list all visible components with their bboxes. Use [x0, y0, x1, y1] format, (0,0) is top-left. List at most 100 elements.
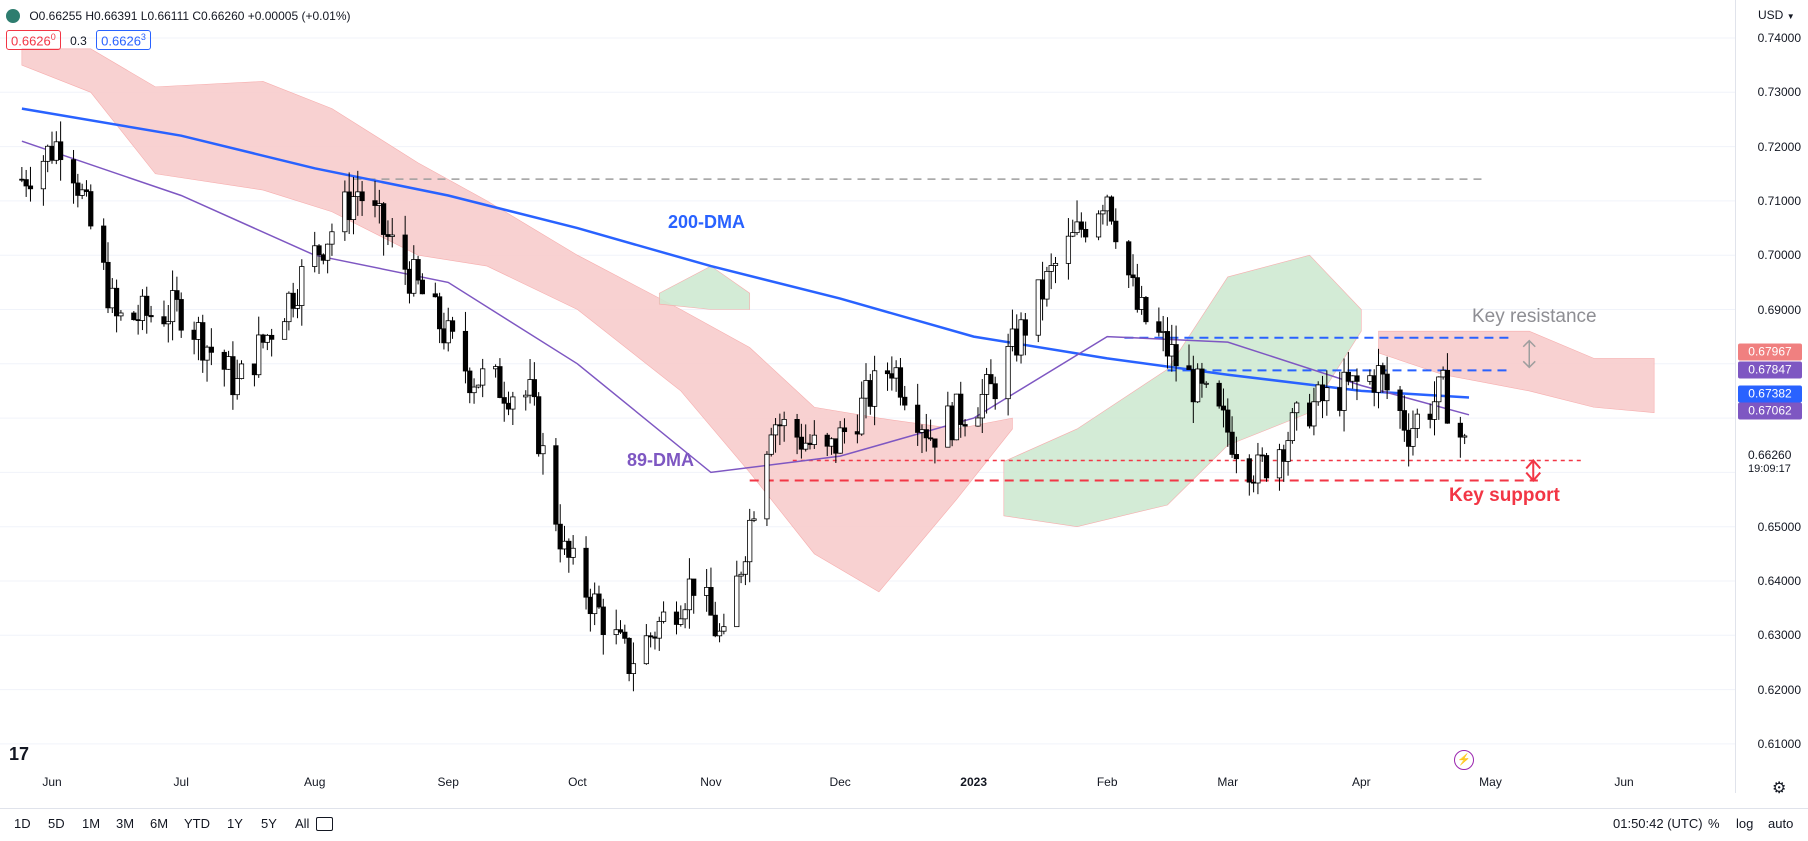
- candle-body: [828, 438, 835, 447]
- candle-body: [316, 245, 322, 256]
- candle-body: [527, 379, 533, 396]
- candle-body: [1233, 454, 1239, 460]
- candle-body: [1169, 344, 1175, 357]
- price-tick: 0.69000: [1757, 302, 1801, 317]
- candle-body: [75, 182, 81, 196]
- candle-body: [169, 290, 176, 323]
- candle-body: [1457, 422, 1463, 438]
- candle-body: [131, 312, 137, 321]
- candle-body: [1186, 365, 1192, 370]
- candle-body: [109, 287, 115, 309]
- candle-body: [1229, 431, 1235, 455]
- candle-body: [381, 203, 387, 235]
- candle-body: [686, 578, 693, 611]
- bid-price[interactable]: 0.66260: [6, 29, 61, 51]
- scale-button-log[interactable]: log: [1736, 816, 1754, 831]
- utc-clock[interactable]: 01:50:42 (UTC): [1613, 816, 1703, 831]
- price-axis[interactable]: USD ▼ 0.74000 0.73000 0.72000 0.71000 0.7000…: [1735, 0, 1808, 797]
- settings-icon[interactable]: ⚙: [1772, 780, 1787, 797]
- chevron-down-icon: ▼: [1786, 12, 1795, 21]
- candle-body: [1311, 401, 1317, 427]
- candle-body: [1035, 279, 1041, 336]
- candle-body: [798, 436, 804, 450]
- price-tick: 0.65000: [1757, 519, 1801, 534]
- goto-date-icon[interactable]: [316, 817, 333, 831]
- candle-body: [471, 386, 477, 394]
- range-button-ytd[interactable]: YTD: [184, 816, 210, 831]
- candle-body: [854, 431, 860, 435]
- candle-body: [1044, 271, 1050, 300]
- time-axis[interactable]: Jun Jul Aug Sep Oct Nov Dec 2023 Feb Mar Apr May Jun: [0, 770, 1735, 793]
- time-tick: Jun: [1614, 775, 1634, 789]
- candle-body: [299, 266, 305, 306]
- candle-body: [1263, 455, 1270, 479]
- ask-price[interactable]: 0.66263: [96, 29, 151, 51]
- range-button-all[interactable]: All: [295, 816, 310, 831]
- candle-body: [772, 424, 779, 436]
- candle-body: [630, 663, 637, 674]
- ohlc-legend: O0.66255 H0.66391 L0.66111 C0.66260 +0.0…: [6, 8, 351, 51]
- chart-area[interactable]: O0.66255 H0.66391 L0.66111 C0.66260 +0.0…: [0, 0, 1735, 793]
- scale-button-auto[interactable]: auto: [1768, 816, 1794, 831]
- candle-body: [441, 328, 447, 344]
- candle-body: [949, 405, 955, 441]
- range-button-6m[interactable]: 6M: [150, 816, 169, 831]
- candle-body: [204, 346, 210, 361]
- range-button-1y[interactable]: 1Y: [227, 816, 243, 831]
- bottom-toolbar: 1D 5D 1M 3M 6M YTD 1Y 5Y All 01:50:42 (UTC) % log…: [0, 808, 1808, 841]
- candle-body: [234, 378, 240, 396]
- candle-body: [712, 614, 718, 637]
- candle-body: [45, 145, 51, 162]
- candle-body: [751, 518, 757, 521]
- candle-body: [1410, 427, 1416, 447]
- candle-body: [372, 200, 378, 206]
- candle-body: [449, 320, 456, 332]
- candle-body: [1078, 221, 1084, 230]
- candle-body: [135, 319, 141, 322]
- range-button-5d[interactable]: 5D: [48, 816, 65, 831]
- price-tick: 0.61000: [1757, 736, 1801, 751]
- candle-body: [148, 315, 154, 318]
- candle-body: [975, 417, 981, 427]
- candle-body: [1156, 321, 1162, 333]
- candle-body: [1371, 375, 1377, 393]
- candle-body: [945, 405, 951, 448]
- currency-label[interactable]: USD ▼: [1758, 8, 1795, 22]
- price-chart[interactable]: [0, 0, 1735, 793]
- candle-body: [1462, 435, 1468, 438]
- support-arrow-heads: [1525, 458, 1542, 483]
- candle-body: [1285, 440, 1291, 462]
- candle-body: [411, 259, 417, 294]
- range-button-5y[interactable]: 5Y: [261, 816, 277, 831]
- candle-body: [660, 611, 667, 622]
- candle-body: [1354, 375, 1360, 382]
- candle-body: [656, 621, 662, 639]
- range-button-1m[interactable]: 1M: [82, 816, 101, 831]
- candle-body: [1143, 297, 1149, 323]
- time-tick: Sep: [437, 775, 459, 789]
- countdown-timer: 19:09:17: [1748, 463, 1791, 475]
- candle-body: [764, 453, 770, 520]
- candle-body: [1065, 235, 1072, 264]
- ma-89-line: [21, 140, 1470, 474]
- candle-body: [1341, 371, 1347, 411]
- lightning-icon[interactable]: ⚡: [1454, 750, 1474, 770]
- candle-body: [402, 234, 408, 270]
- price-tick: 0.70000: [1757, 248, 1801, 263]
- candle-body: [953, 393, 960, 441]
- scale-button-%[interactable]: %: [1708, 816, 1720, 831]
- candle-body: [281, 321, 288, 340]
- candle-body: [70, 159, 77, 184]
- range-button-1d[interactable]: 1D: [14, 816, 31, 831]
- candle-body: [174, 290, 180, 300]
- candle-body: [139, 295, 146, 321]
- price-tick: 0.73000: [1757, 85, 1801, 100]
- range-button-3m[interactable]: 3M: [116, 816, 135, 831]
- candle-body: [1199, 368, 1205, 384]
- candle-body: [1225, 409, 1231, 433]
- candle-body: [777, 424, 783, 427]
- candle-body: [923, 429, 929, 439]
- tradingview-logo[interactable]: 17: [9, 744, 30, 764]
- price-tick: 0.63000: [1757, 628, 1801, 643]
- candle-body: [53, 141, 59, 161]
